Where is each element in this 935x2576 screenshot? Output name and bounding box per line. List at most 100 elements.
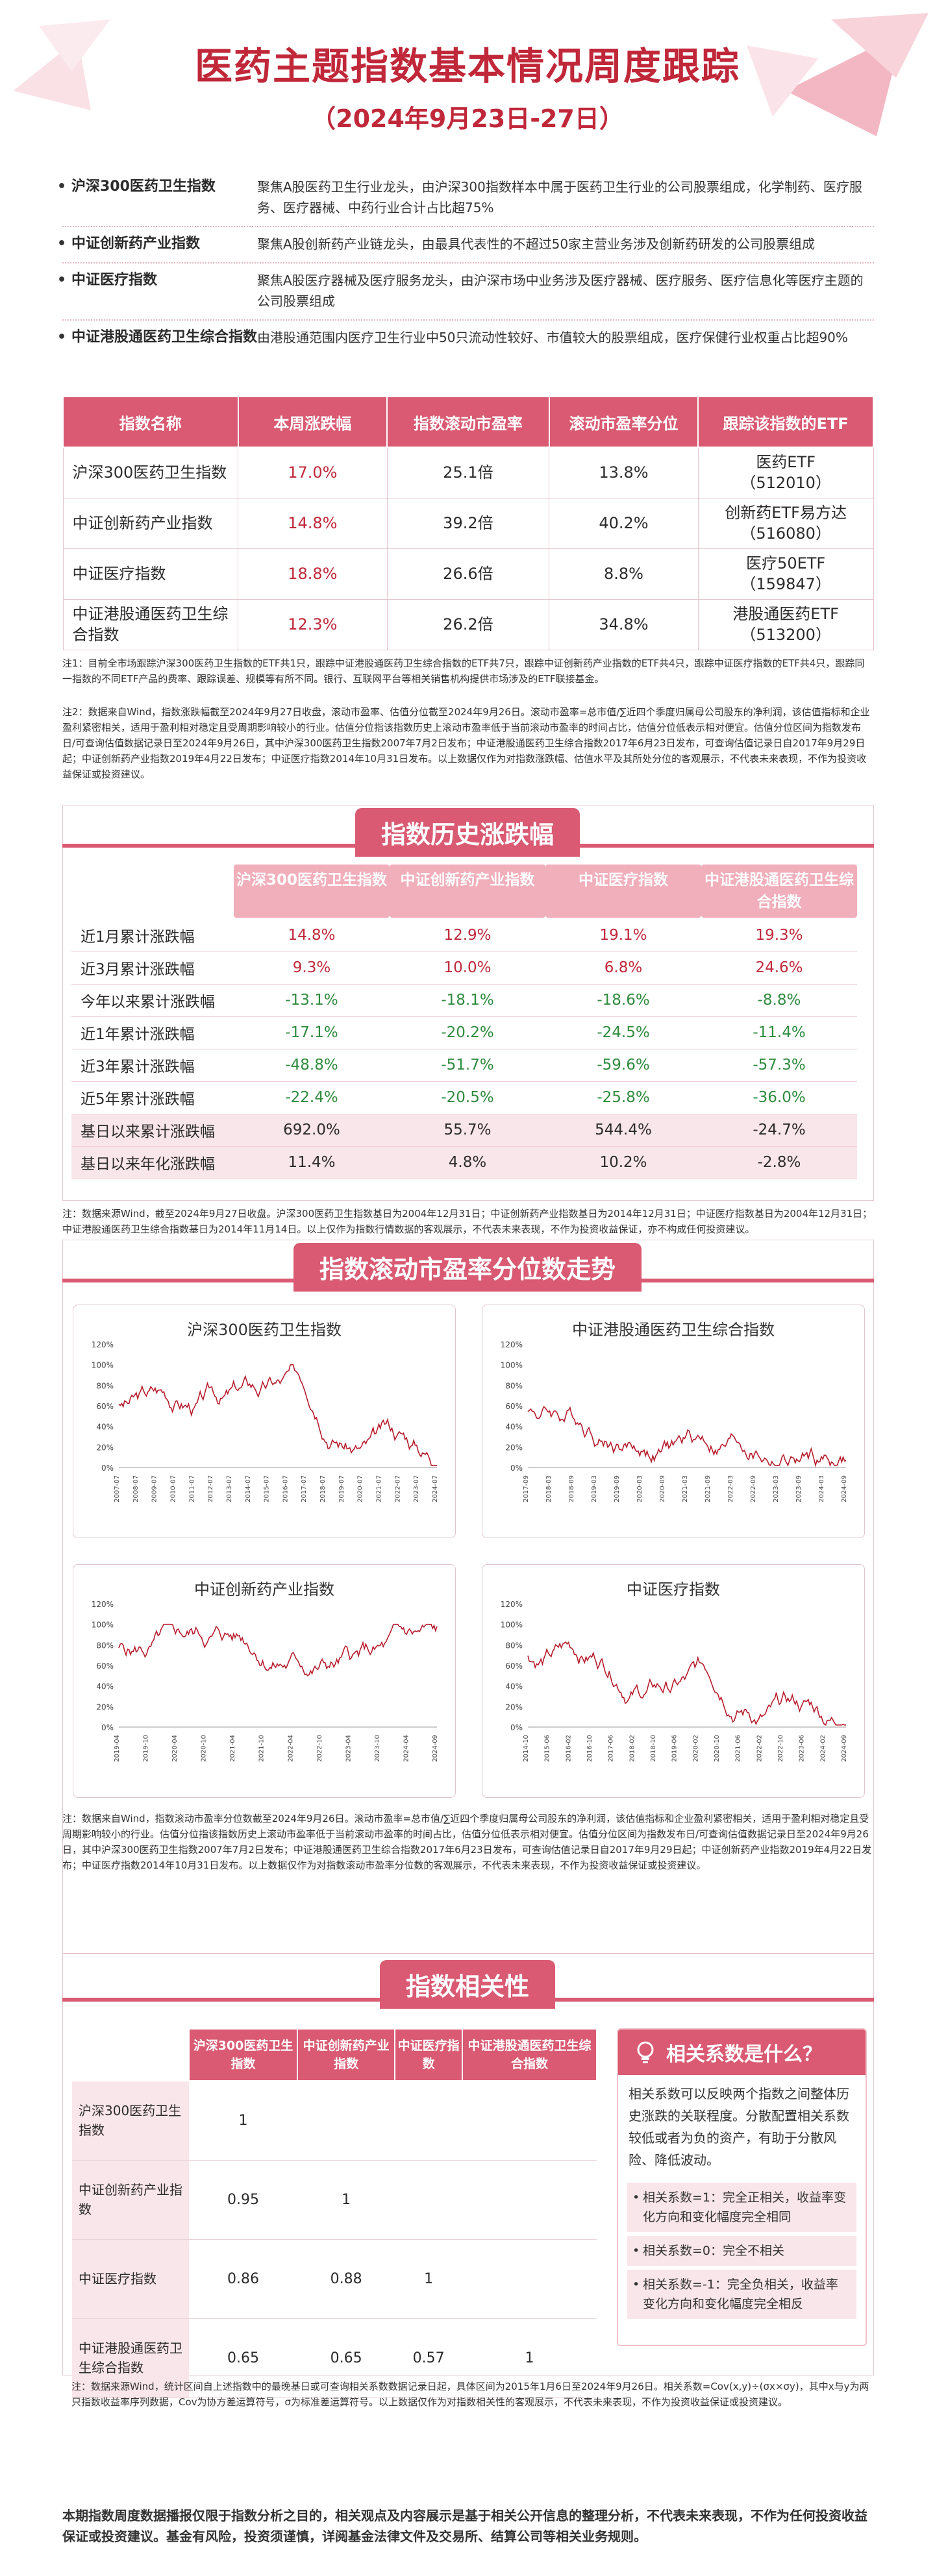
explainer-header: 相关系数是什么？ <box>618 2030 866 2075</box>
pe-percentile: 13.8% <box>549 447 699 498</box>
column-header-empty <box>71 863 234 919</box>
x-tick-label: 2015-07 <box>264 1475 271 1503</box>
lightbulb-icon <box>637 2041 654 2063</box>
explainer-bullet: 相关系数=0：完全不相关 <box>627 2236 856 2266</box>
explainer-bullet: 相关系数=-1：完全负相关，收益率变化方向和变化幅度完全相反 <box>627 2270 856 2319</box>
y-tick-label: 20% <box>96 1702 114 1711</box>
x-tick-label: 2012-07 <box>207 1475 214 1503</box>
x-tick-label: 2019-07 <box>338 1475 345 1503</box>
line-chart: 120% 100% 80% 60% 40% 20% 0%2019-04 2019-10 2020… <box>92 1600 439 1762</box>
corr-value: 1 <box>462 2318 597 2398</box>
y-tick-label: 120% <box>501 1600 523 1609</box>
intro-item-desc: 聚焦A股医药卫生行业龙头，由沪深300指数样本中属于医药卫生行业的公司股票组成，… <box>257 179 862 215</box>
return-value: 19.1% <box>545 919 701 952</box>
index-name: 中证医疗指数 <box>62 548 238 600</box>
column-header-empty <box>71 2028 190 2081</box>
etf-code: （513200） <box>740 626 831 644</box>
y-tick-label: 0% <box>510 1723 523 1732</box>
note-correlation: 注：数据来源Wind，统计区间自上述指数中的最晚基日或可查询相关系数数据记录日起… <box>71 2381 869 2408</box>
column-header: 指数滚动市盈率 <box>386 396 550 448</box>
y-tick-label: 80% <box>505 1641 523 1650</box>
return-value: 9.3% <box>234 951 390 985</box>
decorative-triangles-left <box>13 19 110 110</box>
corr-value <box>395 2160 462 2240</box>
y-tick-label: 40% <box>96 1682 114 1691</box>
x-tick-label: 2022-03 <box>727 1475 734 1503</box>
pe-ratio: 26.6倍 <box>386 548 550 600</box>
return-value: -20.2% <box>390 1016 545 1049</box>
table-row: 沪深300医药卫生指数 17.0% 25.1倍 13.8% 医药ETF （5120… <box>62 447 874 498</box>
table-row: 今年以来累计涨跌幅 -13.1% -18.1% -18.6% -8.8% <box>71 984 857 1017</box>
chart-title: 中证港股通医药卫生综合指数 <box>572 1321 775 1339</box>
column-header: 跟踪该指数的ETF <box>697 396 874 448</box>
chart-card: 中证创新药产业指数 120% 100% 80% 60% 40% 20% 0% 2019-04 2… <box>73 1564 456 1798</box>
y-tick-label: 0% <box>510 1464 523 1473</box>
x-tick-label: 2023-04 <box>345 1735 352 1762</box>
row-label: 沪深300医药卫生指数 <box>72 2081 189 2161</box>
chart-card: 中证港股通医药卫生综合指数 120% 100% 80% 60% 40% 20% 0% 2017… <box>482 1305 865 1538</box>
corr-value <box>462 2239 597 2319</box>
etf-cell: 医疗50ETF （159847） <box>697 548 874 600</box>
pe-percentile-charts: 沪深300医药卫生指数 120% 100% 80% 60% 40% 20% 0% 2007-0… <box>73 1305 865 1798</box>
x-tick-label: 2020-07 <box>357 1475 364 1503</box>
etf-name: 创新药ETF易方达 <box>725 504 847 522</box>
table-header-row: 指数名称 本周涨跌幅 指数滚动市盈率 滚动市盈率分位 跟踪该指数的ETF <box>62 396 874 448</box>
return-value: -51.7% <box>390 1049 545 1082</box>
row-label: 中证港股通医药卫生综合指数 <box>72 2318 189 2398</box>
x-tick-label: 2013-07 <box>226 1475 233 1503</box>
return-value: -59.6% <box>545 1049 701 1082</box>
y-tick-label: 120% <box>501 1340 523 1349</box>
period-label: 基日以来年化涨跌幅 <box>71 1146 234 1179</box>
return-value: -18.6% <box>545 984 701 1017</box>
x-tick-label: 2024-03 <box>818 1475 825 1503</box>
column-header: 中证创新药产业指数 <box>297 2028 396 2081</box>
intro-item-name: 沪深300医药卫生指数 <box>57 177 257 218</box>
section-title: 指数滚动市盈率分位数走势 <box>293 1243 642 1292</box>
corr-value: 0.88 <box>297 2239 395 2319</box>
row-label: 中证创新药产业指数 <box>72 2160 189 2240</box>
corr-value: 1 <box>395 2239 462 2319</box>
index-name: 中证港股通医药卫生综合指数 <box>62 598 238 650</box>
x-tick-label: 2024-02 <box>819 1735 827 1762</box>
x-tick-label: 2021-03 <box>682 1475 689 1503</box>
x-tick-label: 2018-02 <box>629 1735 636 1762</box>
x-tick-label: 2024-04 <box>403 1735 410 1762</box>
y-tick-label: 60% <box>505 1662 523 1671</box>
y-tick-label: 80% <box>96 1381 114 1390</box>
return-value: -18.1% <box>390 984 545 1017</box>
period-label: 近3月累计涨跌幅 <box>71 951 234 985</box>
corr-value: 0.95 <box>189 2160 298 2240</box>
return-value: -57.3% <box>701 1049 857 1082</box>
return-value: 10.0% <box>390 951 545 985</box>
y-tick-label: 100% <box>92 1361 114 1370</box>
table-row: 基日以来累计涨跌幅 692.0% 55.7% 544.4% -24.7% <box>71 1114 857 1147</box>
x-tick-label: 2023-07 <box>413 1475 420 1503</box>
x-tick-label: 2016-10 <box>586 1735 593 1762</box>
x-tick-label: 2014-10 <box>523 1735 530 1762</box>
return-value: 24.6% <box>701 951 857 985</box>
x-tick-label: 2019-03 <box>591 1475 598 1503</box>
y-tick-label: 0% <box>101 1723 114 1732</box>
chart-card: 沪深300医药卫生指数 120% 100% 80% 60% 40% 20% 0% 2007-0… <box>73 1305 456 1538</box>
return-value: -24.5% <box>545 1016 701 1049</box>
return-value: -36.0% <box>701 1081 857 1114</box>
explainer-bullet: 相关系数=1：完全正相关，收益率变化方向和变化幅度完全相同 <box>627 2183 856 2232</box>
chart-title: 沪深300医药卫生指数 <box>187 1321 342 1339</box>
return-value: 692.0% <box>234 1114 390 1147</box>
section-title-wrap: 指数相关性 <box>0 1960 935 2009</box>
y-tick-label: 60% <box>505 1402 523 1411</box>
table-row: 中证创新药产业指数 14.8% 39.2倍 40.2% 创新药ETF易方达 （51… <box>62 497 874 549</box>
corr-value <box>462 2160 597 2240</box>
column-header-label: 中证医疗指数 <box>545 865 701 918</box>
x-tick-label: 2024-09 <box>432 1735 439 1762</box>
pe-ratio: 26.2倍 <box>386 598 550 650</box>
x-tick-label: 2018-03 <box>545 1475 553 1503</box>
line-chart: 120% 100% 80% 60% 40% 20% 0%2017-09 2018-03 2018… <box>501 1340 848 1503</box>
weekly-change: 12.3% <box>238 598 388 650</box>
weekly-change: 17.0% <box>238 447 388 498</box>
y-tick-label: 40% <box>505 1423 523 1432</box>
header: 医药主题指数基本情况周度跟踪 （2024年9月23日-27日） <box>0 0 935 149</box>
index-intro-list: 沪深300医药卫生指数 聚焦A股医药卫生行业龙头，由沪深300指数样本中属于医药… <box>57 170 874 356</box>
section-title-wrap: 指数滚动市盈率分位数走势 <box>0 1243 935 1292</box>
y-tick-label: 80% <box>96 1641 114 1650</box>
